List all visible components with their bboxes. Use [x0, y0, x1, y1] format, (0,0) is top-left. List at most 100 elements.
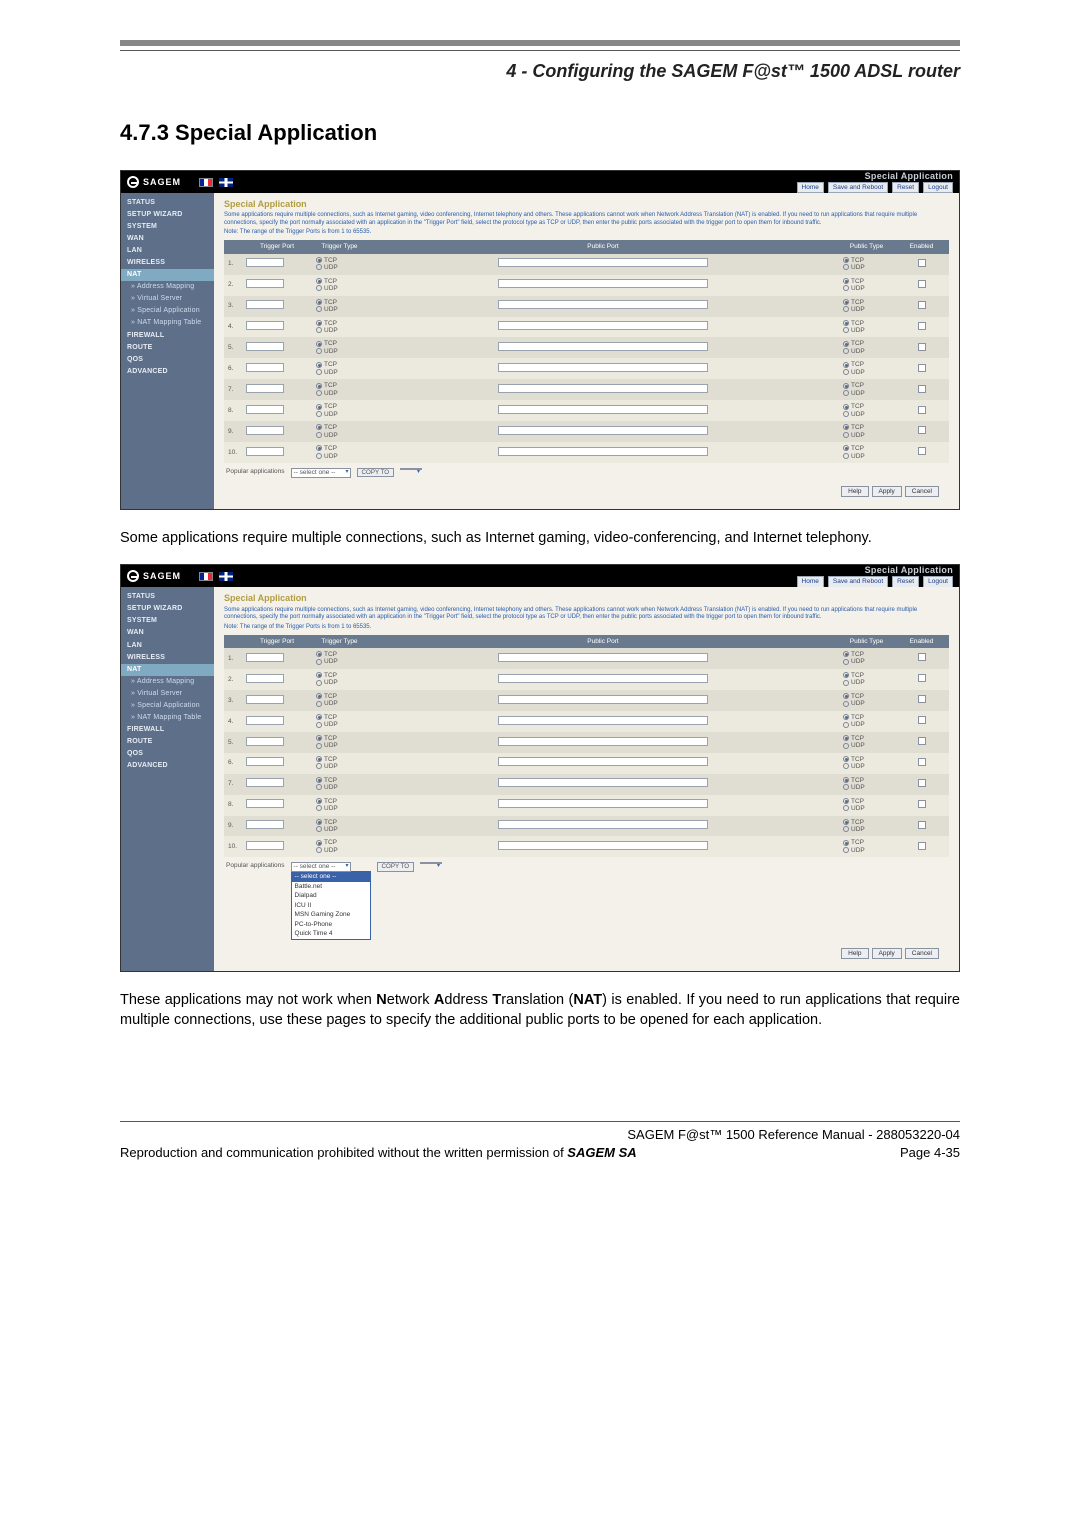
tcp-radio[interactable]: [316, 840, 322, 846]
tcp-radio[interactable]: [843, 672, 849, 678]
nav-item[interactable]: QoS: [121, 354, 214, 366]
udp-radio[interactable]: [843, 348, 849, 354]
enabled-checkbox[interactable]: [918, 842, 926, 850]
nav-sub-item[interactable]: » NAT Mapping Table: [121, 317, 214, 329]
udp-radio[interactable]: [843, 327, 849, 333]
trigger-port-input[interactable]: [246, 757, 284, 766]
udp-radio[interactable]: [316, 432, 322, 438]
udp-radio[interactable]: [843, 285, 849, 291]
nav-item[interactable]: ROUTE: [121, 736, 214, 748]
public-port-input[interactable]: [498, 757, 708, 766]
public-port-input[interactable]: [498, 778, 708, 787]
nav-sub-item[interactable]: » NAT Mapping Table: [121, 712, 214, 724]
enabled-checkbox[interactable]: [918, 779, 926, 787]
tcp-radio[interactable]: [316, 341, 322, 347]
tcp-radio[interactable]: [843, 383, 849, 389]
trigger-port-input[interactable]: [246, 279, 284, 288]
trigger-port-input[interactable]: [246, 258, 284, 267]
tcp-radio[interactable]: [843, 404, 849, 410]
tcp-radio[interactable]: [316, 320, 322, 326]
nav-sub-item[interactable]: » Special Application: [121, 700, 214, 712]
udp-radio[interactable]: [316, 680, 322, 686]
popular-dropdown[interactable]: -- select one --Battle.netDialpadICU IIM…: [291, 871, 371, 939]
udp-radio[interactable]: [843, 411, 849, 417]
udp-radio[interactable]: [316, 784, 322, 790]
save-reboot-link[interactable]: Save and Reboot: [828, 576, 888, 587]
home-link[interactable]: Home: [797, 182, 824, 193]
udp-radio[interactable]: [316, 826, 322, 832]
tcp-radio[interactable]: [316, 383, 322, 389]
tcp-radio[interactable]: [843, 299, 849, 305]
public-port-input[interactable]: [498, 258, 708, 267]
udp-radio[interactable]: [316, 285, 322, 291]
udp-radio[interactable]: [316, 369, 322, 375]
nav-item[interactable]: WAN: [121, 627, 214, 639]
nav-sub-item[interactable]: » Virtual Server: [121, 293, 214, 305]
public-port-input[interactable]: [498, 674, 708, 683]
apply-button[interactable]: Apply: [872, 948, 902, 959]
nav-item[interactable]: FIREWALL: [121, 330, 214, 342]
public-port-input[interactable]: [498, 695, 708, 704]
tcp-radio[interactable]: [316, 777, 322, 783]
nav-item[interactable]: QoS: [121, 748, 214, 760]
tcp-radio[interactable]: [843, 777, 849, 783]
trigger-port-input[interactable]: [246, 841, 284, 850]
udp-radio[interactable]: [843, 701, 849, 707]
help-button[interactable]: Help: [841, 948, 868, 959]
nav-item[interactable]: SYSTEM: [121, 615, 214, 627]
copy-target-select[interactable]: [400, 468, 422, 470]
tcp-radio[interactable]: [843, 341, 849, 347]
dropdown-option[interactable]: Quick Time 4: [292, 929, 370, 938]
nav-item[interactable]: LAN: [121, 640, 214, 652]
tcp-radio[interactable]: [843, 651, 849, 657]
udp-radio[interactable]: [843, 743, 849, 749]
nav-sub-item[interactable]: » Special Application: [121, 305, 214, 317]
dropdown-option[interactable]: -- select one --: [292, 872, 370, 881]
public-port-input[interactable]: [498, 342, 708, 351]
udp-radio[interactable]: [843, 847, 849, 853]
nav-item[interactable]: ROUTE: [121, 342, 214, 354]
nav-sub-item[interactable]: » Address Mapping: [121, 676, 214, 688]
nav-item[interactable]: WIRELESS: [121, 652, 214, 664]
tcp-radio[interactable]: [316, 756, 322, 762]
apply-button[interactable]: Apply: [872, 486, 902, 497]
trigger-port-input[interactable]: [246, 405, 284, 414]
flag-uk-icon[interactable]: [219, 178, 233, 187]
dropdown-option[interactable]: PC-to-Phone: [292, 920, 370, 929]
public-port-input[interactable]: [498, 841, 708, 850]
trigger-port-input[interactable]: [246, 737, 284, 746]
enabled-checkbox[interactable]: [918, 426, 926, 434]
nav-item[interactable]: ADVANCED: [121, 760, 214, 772]
udp-radio[interactable]: [316, 847, 322, 853]
udp-radio[interactable]: [843, 659, 849, 665]
tcp-radio[interactable]: [843, 840, 849, 846]
udp-radio[interactable]: [316, 264, 322, 270]
udp-radio[interactable]: [316, 411, 322, 417]
trigger-port-input[interactable]: [246, 820, 284, 829]
enabled-checkbox[interactable]: [918, 800, 926, 808]
tcp-radio[interactable]: [843, 735, 849, 741]
public-port-input[interactable]: [498, 300, 708, 309]
nav-item[interactable]: SYSTEM: [121, 221, 214, 233]
enabled-checkbox[interactable]: [918, 447, 926, 455]
public-port-input[interactable]: [498, 653, 708, 662]
enabled-checkbox[interactable]: [918, 343, 926, 351]
public-port-input[interactable]: [498, 321, 708, 330]
nav-item[interactable]: STATUS: [121, 591, 214, 603]
enabled-checkbox[interactable]: [918, 385, 926, 393]
udp-radio[interactable]: [316, 701, 322, 707]
trigger-port-input[interactable]: [246, 716, 284, 725]
trigger-port-input[interactable]: [246, 384, 284, 393]
trigger-port-input[interactable]: [246, 426, 284, 435]
udp-radio[interactable]: [843, 432, 849, 438]
enabled-checkbox[interactable]: [918, 322, 926, 330]
tcp-radio[interactable]: [843, 798, 849, 804]
udp-radio[interactable]: [843, 264, 849, 270]
udp-radio[interactable]: [316, 722, 322, 728]
tcp-radio[interactable]: [316, 651, 322, 657]
enabled-checkbox[interactable]: [918, 364, 926, 372]
dropdown-option[interactable]: MSN Gaming Zone: [292, 910, 370, 919]
popular-select[interactable]: -- select one --: [291, 468, 351, 477]
dropdown-option[interactable]: Battle.net: [292, 882, 370, 891]
udp-radio[interactable]: [843, 390, 849, 396]
